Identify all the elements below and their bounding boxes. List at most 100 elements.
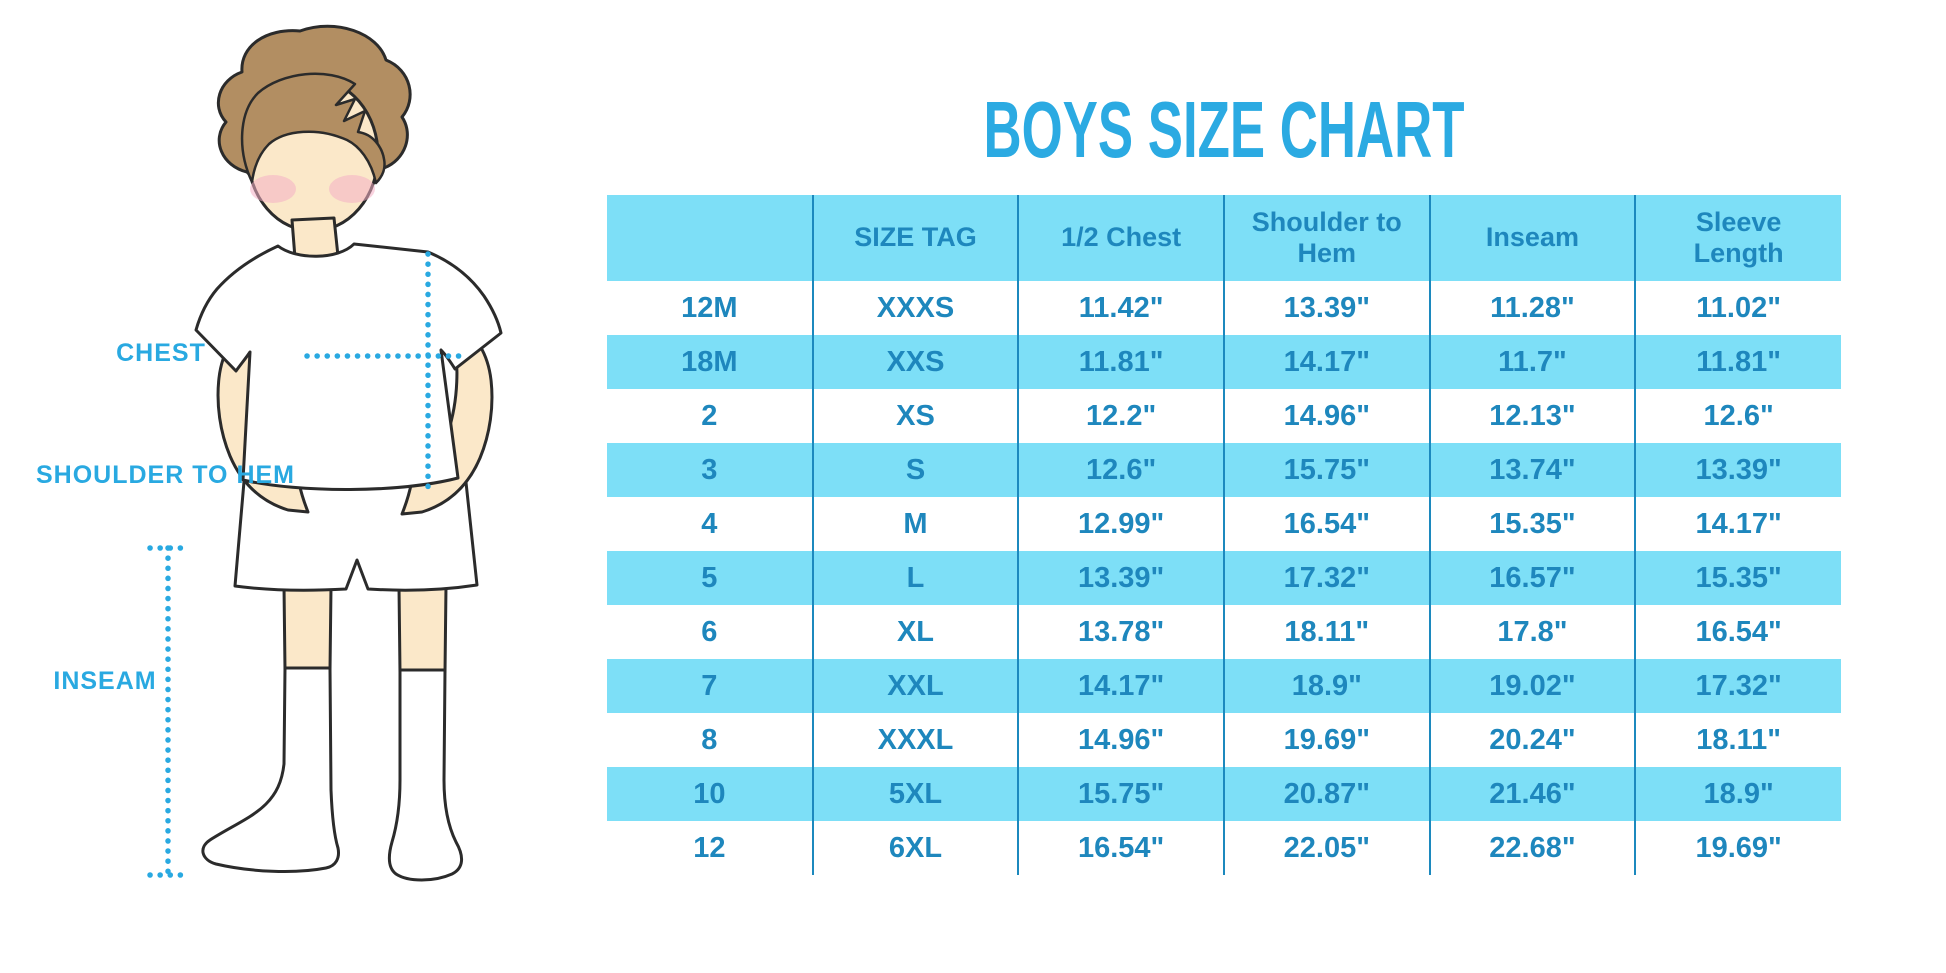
table-cell: 17.32" [1634,659,1841,713]
table-cell: M [811,497,1019,551]
table-cell: 19.69" [1222,713,1430,767]
size-table-body: 12M XXXS 11.42" 13.39" 11.28" 11.02" 18M XXS 11.… [607,281,1841,875]
table-cell: 19.69" [1634,821,1841,875]
table-cell: 11.81" [1634,335,1841,389]
boy-right-leg [397,584,448,674]
table-cell: 16.54" [1017,821,1224,875]
table-cell: 13.74" [1428,443,1636,497]
table-cell: 14.17" [1634,497,1841,551]
size-table-header: SIZE TAG 1/2 Chest Shoulder to Hem Inseam Sl… [607,195,1841,281]
table-cell: S [811,443,1019,497]
boy-left-leg [282,584,333,672]
table-cell: 14.96" [1222,389,1430,443]
table-cell: 13.39" [1017,551,1224,605]
table-cell: 6 [607,605,813,659]
boy-measurement-illustration: CHEST SHOULDER TO HEM INSEAM [0,0,560,973]
table-cell: 19.02" [1428,659,1636,713]
table-cell: 18.11" [1634,713,1841,767]
table-cell: 18M [607,335,813,389]
table-cell: 15.75" [1222,443,1430,497]
table-row: 5 L 13.39" 17.32" 16.57" 15.35" [607,551,1841,605]
table-row: 7 XXL 14.17" 18.9" 19.02" 17.32" [607,659,1841,713]
table-cell: 5 [607,551,813,605]
table-cell: 22.68" [1428,821,1636,875]
table-cell: XL [811,605,1019,659]
table-cell: 15.35" [1634,551,1841,605]
table-cell: XXXL [811,713,1019,767]
page-title: BOYS SIZE CHART [983,84,1465,174]
chest-label: CHEST [116,339,206,367]
boy-left-sock [201,666,340,873]
table-cell: 12.6" [1017,443,1224,497]
size-table: SIZE TAG 1/2 Chest Shoulder to Hem Inseam Sl… [607,195,1841,875]
column-header-inseam: Inseam [1428,195,1636,281]
table-row: 2 XS 12.2" 14.96" 12.13" 12.6" [607,389,1841,443]
table-cell: 14.17" [1017,659,1224,713]
table-cell: 12.99" [1017,497,1224,551]
table-cell: 12 [607,821,813,875]
inseam-label: INSEAM [53,667,157,695]
table-cell: 8 [607,713,813,767]
column-header-size-tag: SIZE TAG [811,195,1019,281]
table-cell: 11.02" [1634,281,1841,335]
boy-blush-right [329,175,375,203]
table-cell: 4 [607,497,813,551]
table-cell: 14.17" [1222,335,1430,389]
table-cell: 16.54" [1222,497,1430,551]
table-cell: 2 [607,389,813,443]
table-cell: 12M [607,281,813,335]
table-cell: 13.78" [1017,605,1224,659]
table-cell: XXL [811,659,1019,713]
table-cell: 18.9" [1222,659,1430,713]
table-cell: 22.05" [1222,821,1430,875]
table-cell: 21.46" [1428,767,1636,821]
boy-tshirt [194,242,503,492]
table-cell: 12.2" [1017,389,1224,443]
header-row: SIZE TAG 1/2 Chest Shoulder to Hem Inseam Sl… [607,195,1841,281]
table-cell: 11.42" [1017,281,1224,335]
table-cell: 11.81" [1017,335,1224,389]
table-cell: 11.28" [1428,281,1636,335]
table-row: 10 5XL 15.75" 20.87" 21.46" 18.9" [607,767,1841,821]
boy-right-sock [387,668,463,882]
table-cell: 15.75" [1017,767,1224,821]
table-row: 18M XXS 11.81" 14.17" 11.7" 11.81" [607,335,1841,389]
table-row: 8 XXXL 14.96" 19.69" 20.24" 18.11" [607,713,1841,767]
boy-hair-fringe [240,72,386,185]
column-header-size [607,195,813,281]
table-cell: 3 [607,443,813,497]
table-cell: 20.24" [1428,713,1636,767]
column-header-1-2-chest: 1/2 Chest [1017,195,1224,281]
table-cell: 20.87" [1222,767,1430,821]
table-cell: XS [811,389,1019,443]
table-cell: 13.39" [1222,281,1430,335]
table-cell: 12.13" [1428,389,1636,443]
table-cell: 16.54" [1634,605,1841,659]
boy-blush-left [250,175,296,203]
table-row: 12 6XL 16.54" 22.05" 22.68" 19.69" [607,821,1841,875]
table-cell: 17.32" [1222,551,1430,605]
table-row: 4 M 12.99" 16.54" 15.35" 14.17" [607,497,1841,551]
table-cell: 12.6" [1634,389,1841,443]
column-header-sleeve-length: Sleeve Length [1634,195,1841,281]
table-cell: 14.96" [1017,713,1224,767]
table-cell: XXXS [811,281,1019,335]
table-row: 12M XXXS 11.42" 13.39" 11.28" 11.02" [607,281,1841,335]
table-cell: 7 [607,659,813,713]
table-row: 6 XL 13.78" 18.11" 17.8" 16.54" [607,605,1841,659]
table-cell: XXS [811,335,1019,389]
table-cell: 13.39" [1634,443,1841,497]
table-row: 3 S 12.6" 15.75" 13.74" 13.39" [607,443,1841,497]
table-cell: 6XL [811,821,1019,875]
table-cell: 18.9" [1634,767,1841,821]
column-header-shoulder-to-hem: Shoulder to Hem [1222,195,1430,281]
table-cell: 18.11" [1222,605,1430,659]
shoulder-to-hem-label: SHOULDER TO HEM [36,461,295,489]
table-cell: 11.7" [1428,335,1636,389]
table-cell: 5XL [811,767,1019,821]
table-cell: 17.8" [1428,605,1636,659]
table-cell: 15.35" [1428,497,1636,551]
boy-illustration-svg [147,24,503,882]
table-cell: 10 [607,767,813,821]
